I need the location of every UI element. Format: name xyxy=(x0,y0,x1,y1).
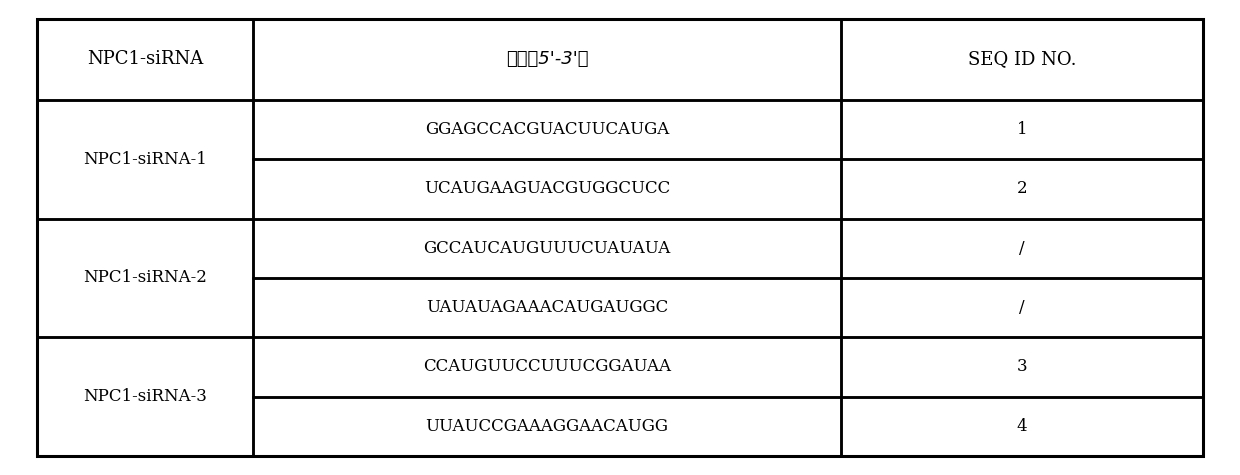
Text: UUAUCCGAAAGGAACAUGG: UUAUCCGAAAGGAACAUGG xyxy=(425,418,668,435)
Bar xyxy=(253,159,842,218)
Bar xyxy=(842,337,1203,397)
Text: 2: 2 xyxy=(1017,180,1028,198)
Text: NPC1-siRNA-3: NPC1-siRNA-3 xyxy=(83,388,207,405)
Bar xyxy=(253,278,842,337)
Bar xyxy=(842,218,1203,278)
Bar xyxy=(37,337,253,456)
Bar xyxy=(842,278,1203,337)
Bar xyxy=(253,337,842,397)
Text: UCAUGAAGUACGUGGCUCC: UCAUGAAGUACGUGGCUCC xyxy=(424,180,671,198)
Bar xyxy=(37,100,253,218)
Text: 序列（5'-3'）: 序列（5'-3'） xyxy=(506,50,589,68)
Text: 4: 4 xyxy=(1017,418,1028,435)
Bar xyxy=(253,397,842,456)
Bar xyxy=(37,218,253,337)
Text: GGAGCCACGUACUUCAUGA: GGAGCCACGUACUUCAUGA xyxy=(425,121,670,138)
Text: /: / xyxy=(1019,299,1025,316)
Bar xyxy=(842,159,1203,218)
Bar xyxy=(253,19,842,100)
Text: NPC1-siRNA: NPC1-siRNA xyxy=(87,50,203,68)
Text: UAUAUAGAAACAUGAUGGC: UAUAUAGAAACAUGAUGGC xyxy=(427,299,668,316)
Bar xyxy=(253,218,842,278)
Text: CCAUGUUCCUUUCGGAUAA: CCAUGUUCCUUUCGGAUAA xyxy=(423,359,671,375)
Text: NPC1-siRNA-2: NPC1-siRNA-2 xyxy=(83,269,207,286)
Text: 3: 3 xyxy=(1017,359,1028,375)
Text: SEQ ID NO.: SEQ ID NO. xyxy=(968,50,1076,68)
Bar xyxy=(842,397,1203,456)
Bar xyxy=(842,100,1203,159)
Text: 1: 1 xyxy=(1017,121,1028,138)
Text: /: / xyxy=(1019,240,1025,257)
Text: NPC1-siRNA-1: NPC1-siRNA-1 xyxy=(83,151,207,168)
Bar xyxy=(842,19,1203,100)
Text: GCCAUCAUGUUUCUAUAUA: GCCAUCAUGUUUCUAUAUA xyxy=(424,240,671,257)
Bar xyxy=(253,100,842,159)
Bar xyxy=(37,19,253,100)
